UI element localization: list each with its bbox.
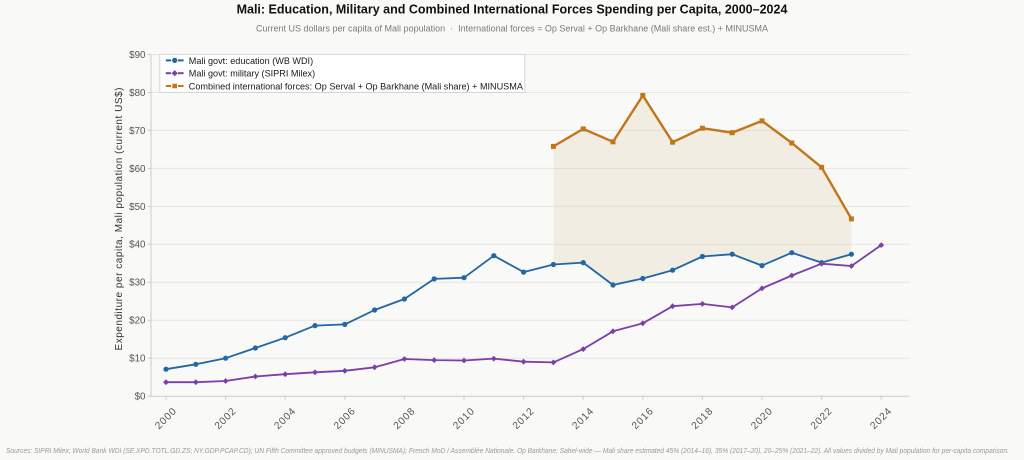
svg-text:Combined international forces:: Combined international forces: Op Serval…	[189, 81, 524, 91]
svg-text:$50: $50	[129, 202, 146, 213]
svg-text:Current US dollars per capita: Current US dollars per capita of Mali po…	[256, 24, 768, 34]
svg-text:$90: $90	[129, 50, 146, 61]
svg-text:$80: $80	[129, 88, 146, 99]
svg-text:Sources: SIPRI Milex; World Ba: Sources: SIPRI Milex; World Bank WDI (SE…	[6, 448, 1009, 455]
svg-text:$30: $30	[129, 278, 146, 289]
svg-text:$70: $70	[129, 126, 146, 137]
svg-text:$20: $20	[129, 316, 146, 327]
svg-text:Expenditure per capita, Mali p: Expenditure per capita, Mali population …	[114, 88, 125, 351]
svg-text:Mali govt: education (WB WDI): Mali govt: education (WB WDI)	[189, 56, 313, 66]
svg-text:Mali govt: military (SIPRI Mil: Mali govt: military (SIPRI Milex)	[189, 69, 315, 79]
svg-text:$60: $60	[129, 164, 146, 175]
svg-text:Mali: Education, Military and: Mali: Education, Military and Combined I…	[237, 3, 788, 17]
svg-text:$10: $10	[129, 354, 146, 365]
svg-text:$40: $40	[129, 240, 146, 251]
svg-text:$0: $0	[135, 392, 146, 403]
